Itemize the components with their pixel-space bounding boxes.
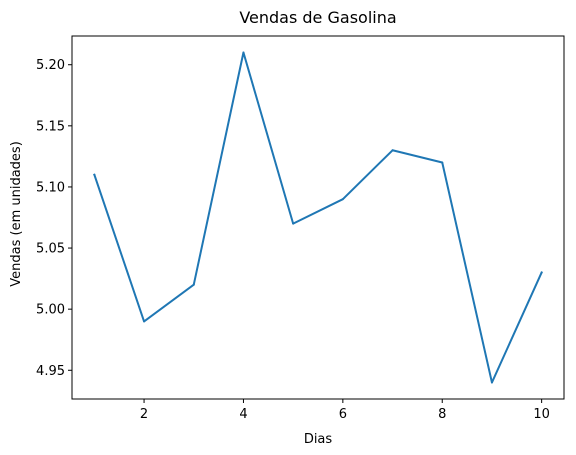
y-tick-label: 5.10 [36, 180, 65, 195]
data-point [192, 283, 195, 286]
data-point [341, 198, 344, 201]
y-tick-label: 5.15 [36, 119, 65, 134]
plot-frame [71, 35, 565, 400]
data-point [391, 149, 394, 152]
data-point [242, 51, 245, 54]
data-point [93, 173, 96, 176]
data-point [143, 320, 146, 323]
y-tick-label: 5.20 [36, 58, 65, 73]
x-tick-label: 4 [239, 407, 247, 422]
y-tick-label: 5.05 [36, 242, 65, 257]
x-tick-label: 8 [438, 407, 446, 422]
x-tick-label: 2 [140, 407, 148, 422]
series-line-0 [93, 51, 543, 384]
plot-area [71, 35, 565, 400]
x-tick-label: 6 [339, 407, 347, 422]
chart-title: Vendas de Gasolina [239, 8, 396, 27]
x-axis: 2 4 6 8 10 [140, 399, 550, 422]
data-point [292, 222, 295, 225]
x-tick-label: 10 [533, 407, 550, 422]
data-point [490, 381, 493, 384]
data-point [441, 161, 444, 164]
data-point [540, 271, 543, 274]
y-axis: 4.95 5.00 5.05 5.10 5.15 5.20 [36, 58, 72, 379]
y-tick-label: 4.95 [36, 364, 65, 379]
y-axis-label: Vendas (em unidades) [9, 141, 24, 287]
x-axis-label: Dias [304, 432, 333, 447]
y-tick-label: 5.00 [36, 303, 65, 318]
